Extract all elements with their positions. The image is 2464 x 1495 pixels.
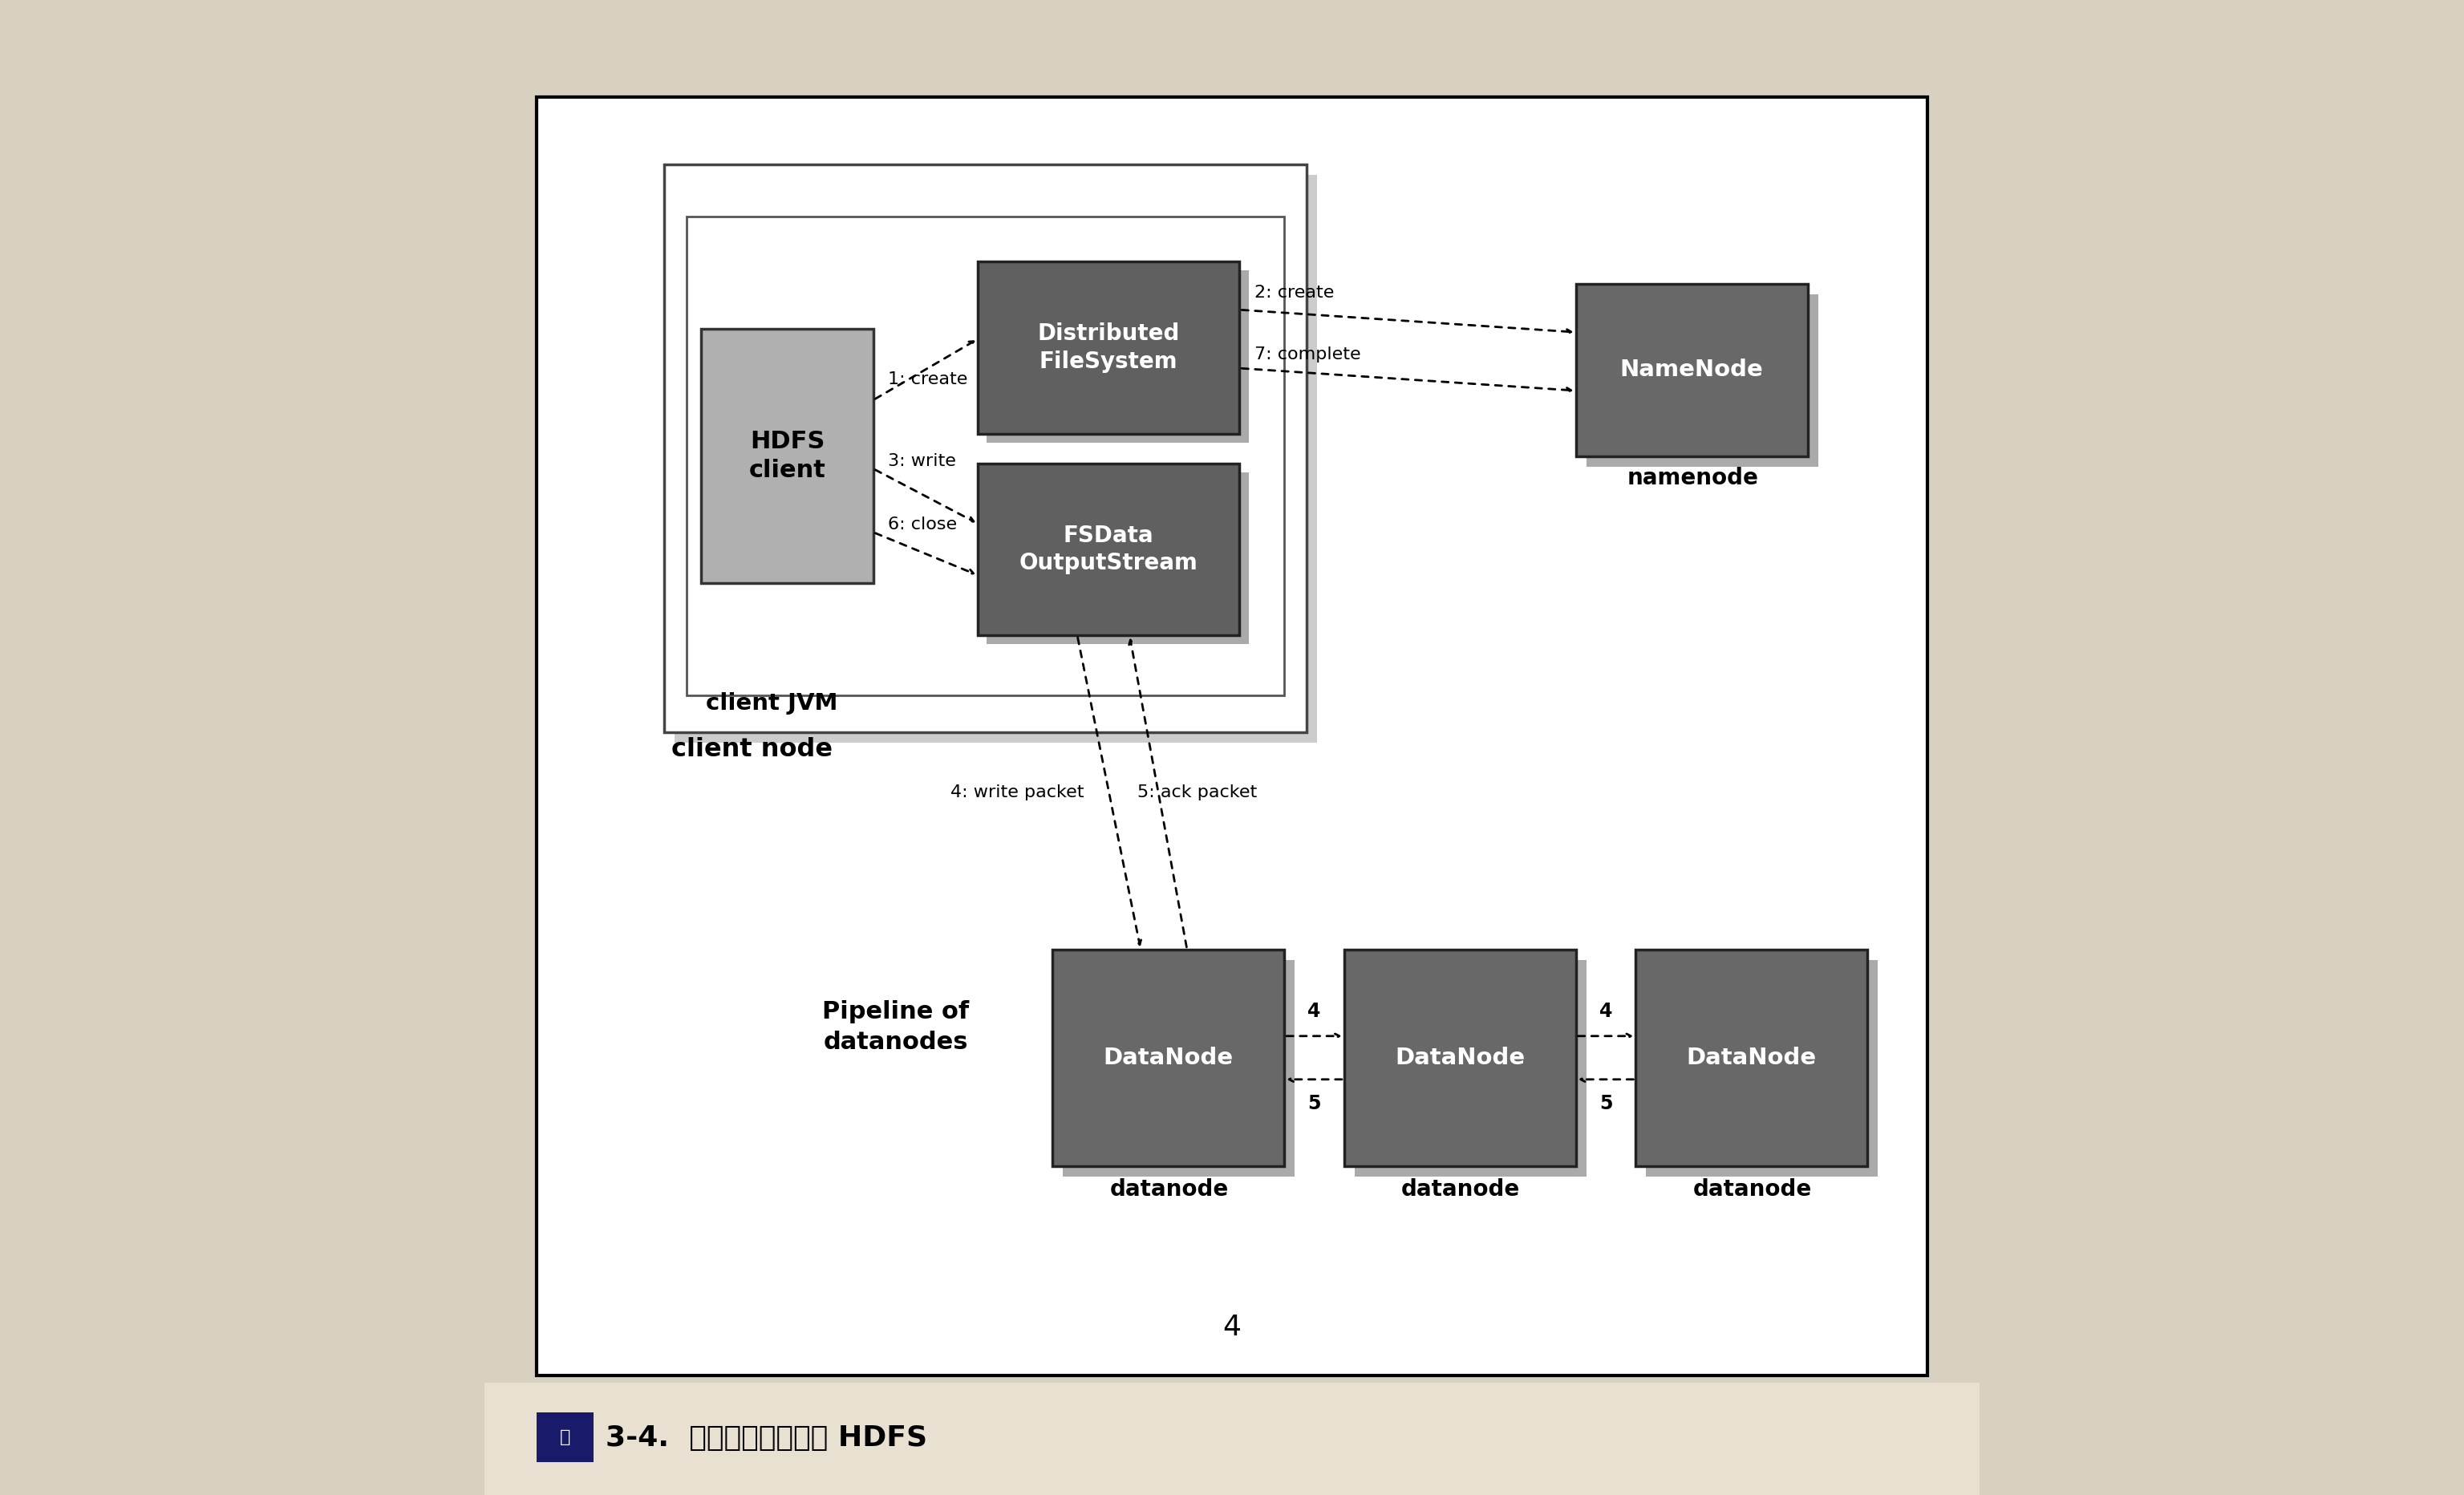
- FancyBboxPatch shape: [1345, 949, 1577, 1166]
- FancyBboxPatch shape: [978, 262, 1239, 434]
- FancyBboxPatch shape: [663, 164, 1306, 733]
- FancyBboxPatch shape: [986, 472, 1249, 644]
- Text: namenode: namenode: [1626, 466, 1759, 489]
- Text: DataNode: DataNode: [1395, 1046, 1525, 1069]
- Text: datanode: datanode: [1693, 1178, 1811, 1200]
- FancyBboxPatch shape: [1646, 960, 1878, 1177]
- FancyBboxPatch shape: [986, 271, 1249, 443]
- Text: 3: write: 3: write: [887, 453, 956, 469]
- Text: Pipeline of
datanodes: Pipeline of datanodes: [823, 1000, 968, 1054]
- Text: 5: 5: [1308, 1094, 1321, 1114]
- FancyBboxPatch shape: [537, 97, 1927, 1375]
- FancyBboxPatch shape: [1052, 949, 1284, 1166]
- FancyBboxPatch shape: [702, 329, 872, 583]
- FancyBboxPatch shape: [485, 1383, 1979, 1495]
- FancyBboxPatch shape: [1355, 960, 1587, 1177]
- Text: datanode: datanode: [1109, 1178, 1230, 1200]
- Text: datanode: datanode: [1402, 1178, 1520, 1200]
- Text: Distributed
FileSystem: Distributed FileSystem: [1037, 323, 1180, 372]
- Text: client node: client node: [670, 737, 833, 762]
- Text: NameNode: NameNode: [1619, 359, 1764, 381]
- Text: DataNode: DataNode: [1685, 1046, 1816, 1069]
- Text: 4: 4: [1599, 1002, 1611, 1021]
- Text: 5: ack packet: 5: ack packet: [1136, 785, 1257, 800]
- FancyBboxPatch shape: [1587, 295, 1818, 466]
- Text: DataNode: DataNode: [1104, 1046, 1234, 1069]
- Text: 图: 图: [559, 1429, 572, 1446]
- FancyBboxPatch shape: [687, 217, 1284, 695]
- Text: 3-4.  客户端将数据写入 HDFS: 3-4. 客户端将数据写入 HDFS: [606, 1425, 926, 1452]
- FancyBboxPatch shape: [978, 463, 1239, 635]
- FancyBboxPatch shape: [675, 175, 1318, 743]
- FancyBboxPatch shape: [537, 1413, 594, 1462]
- Text: HDFS
client: HDFS client: [749, 431, 825, 481]
- Text: 1: create: 1: create: [887, 372, 968, 387]
- Text: 7: complete: 7: complete: [1254, 347, 1360, 362]
- FancyBboxPatch shape: [1577, 284, 1809, 456]
- FancyBboxPatch shape: [1062, 960, 1294, 1177]
- Text: 5: 5: [1599, 1094, 1611, 1114]
- FancyBboxPatch shape: [1636, 949, 1868, 1166]
- Text: client JVM: client JVM: [705, 692, 838, 715]
- Text: 4: 4: [1222, 1314, 1242, 1341]
- Text: 6: close: 6: close: [887, 517, 956, 532]
- Text: 2: create: 2: create: [1254, 284, 1333, 300]
- Text: FSData
OutputStream: FSData OutputStream: [1020, 525, 1198, 574]
- Text: 4: 4: [1308, 1002, 1321, 1021]
- Text: 4: write packet: 4: write packet: [951, 785, 1084, 800]
